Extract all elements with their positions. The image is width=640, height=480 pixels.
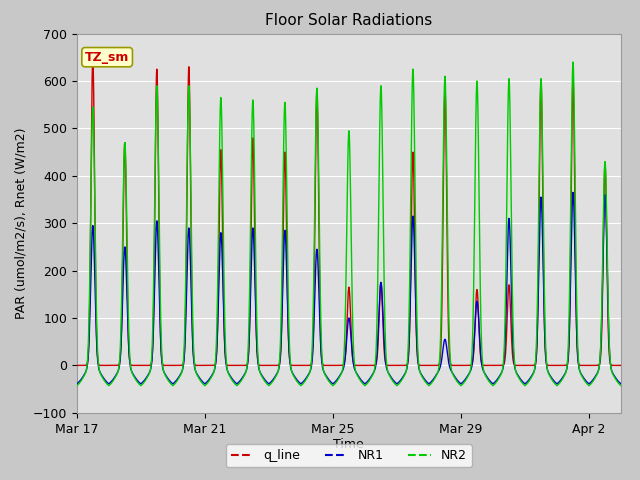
X-axis label: Time: Time <box>333 438 364 451</box>
Text: TZ_sm: TZ_sm <box>85 51 129 64</box>
Y-axis label: PAR (umol/m2/s), Rnet (W/m2): PAR (umol/m2/s), Rnet (W/m2) <box>14 128 27 319</box>
Legend: q_line, NR1, NR2: q_line, NR1, NR2 <box>226 444 472 467</box>
Title: Floor Solar Radiations: Floor Solar Radiations <box>265 13 433 28</box>
